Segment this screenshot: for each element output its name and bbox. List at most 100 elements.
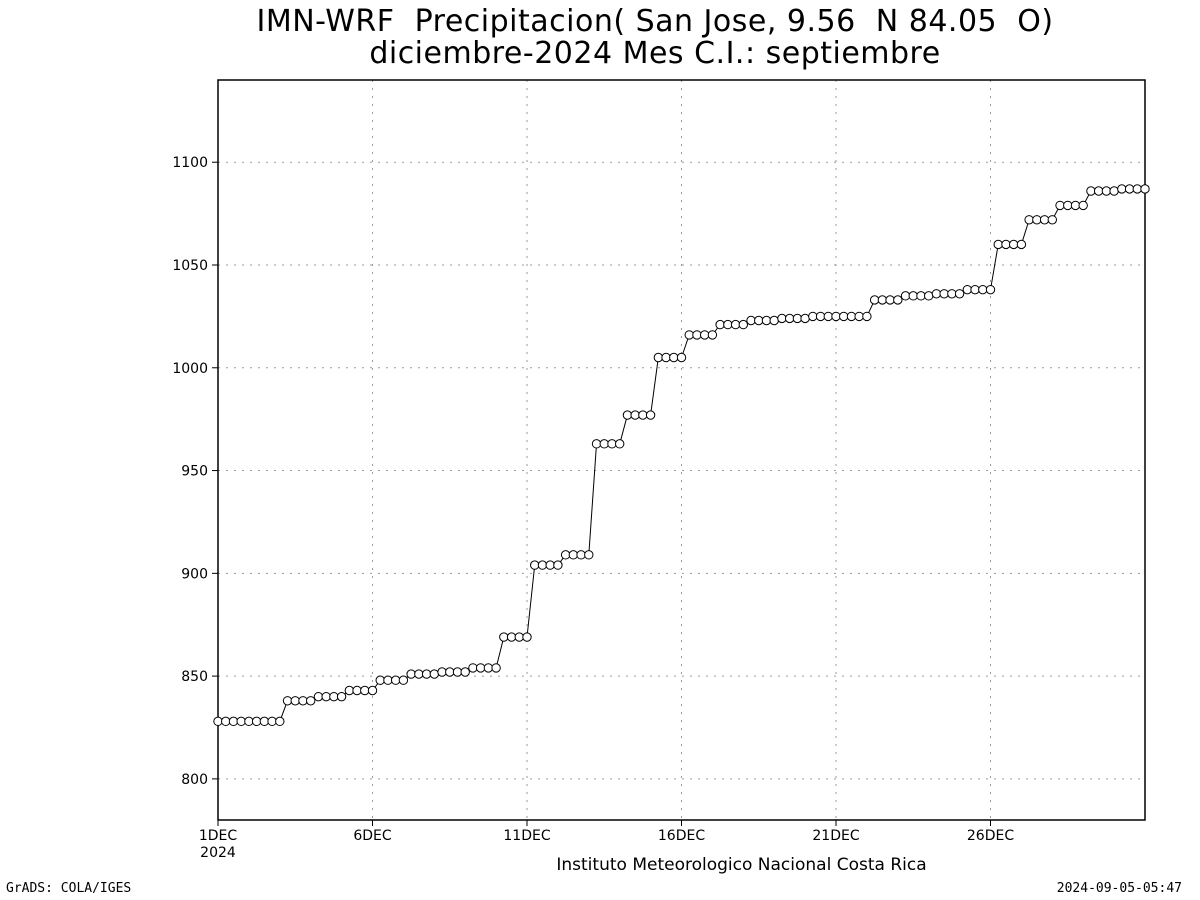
data-point (738, 319, 748, 330)
data-point (877, 295, 888, 305)
data-point (746, 315, 756, 326)
data-point (638, 410, 648, 420)
data-point (1140, 184, 1150, 194)
y-tick-label: 1100 (172, 155, 208, 171)
data-point (259, 716, 270, 727)
y-tick-label: 950 (181, 464, 208, 480)
data-point (954, 289, 965, 299)
credit-label: Instituto Meteorologico Nacional Costa R… (556, 855, 926, 875)
data-point (437, 667, 447, 677)
data-point (375, 675, 385, 685)
data-point (568, 550, 579, 560)
data-point (275, 716, 285, 727)
data-point (962, 284, 973, 295)
data-point (661, 352, 671, 363)
data-point (522, 632, 532, 642)
data-point (615, 439, 625, 449)
data-point (406, 669, 416, 679)
data-point (1063, 200, 1073, 211)
x-tick-label: 21DEC (812, 828, 859, 844)
data-point (514, 632, 524, 642)
data-point (244, 716, 254, 727)
data-point (846, 311, 857, 322)
data-point (321, 691, 331, 702)
data-point (344, 685, 355, 696)
data-point (452, 667, 463, 677)
data-point (499, 632, 509, 642)
data-point (784, 313, 795, 324)
data-point (754, 315, 764, 326)
data-point (831, 311, 841, 322)
data-point (761, 315, 772, 326)
data-point (591, 439, 602, 449)
data-point (506, 632, 517, 642)
data-point (298, 696, 308, 706)
data-point (390, 675, 401, 685)
data-point (267, 716, 277, 727)
x-tick-label: 26DEC (967, 828, 1014, 844)
data-point (769, 315, 779, 326)
x-tick-label: 6DEC (353, 828, 392, 844)
data-point (1124, 184, 1135, 194)
data-point (483, 663, 494, 673)
data-point (916, 291, 926, 301)
data-point (290, 696, 300, 706)
data-point (869, 295, 880, 305)
data-point (576, 550, 586, 560)
data-point (607, 439, 617, 449)
data-point (715, 319, 725, 330)
y-tick-label: 900 (181, 566, 208, 582)
data-point (599, 439, 609, 449)
y-tick-label: 1000 (172, 361, 208, 377)
data-point (421, 669, 432, 679)
data-point (1093, 186, 1104, 196)
data-point (815, 311, 826, 322)
data-point (367, 685, 378, 696)
footer-grads-label: GrADS: COLA/IGES (6, 881, 132, 896)
data-point (360, 685, 370, 696)
data-point (414, 669, 424, 679)
data-point (692, 330, 702, 340)
data-point (854, 311, 864, 322)
data-point (699, 330, 710, 340)
data-point (645, 410, 656, 420)
data-point (398, 675, 409, 685)
data-point (213, 716, 223, 727)
data-point (1032, 215, 1042, 225)
data-point (908, 291, 918, 301)
data-point (669, 352, 679, 363)
data-point (1055, 200, 1065, 211)
data-point (684, 330, 694, 340)
data-point (723, 319, 733, 330)
data-point (622, 410, 633, 420)
data-point (947, 289, 957, 299)
data-point (1001, 239, 1011, 250)
data-point (800, 313, 810, 324)
data-point (468, 663, 478, 673)
x-tick-label: 11DEC (503, 828, 550, 844)
data-point (823, 311, 833, 322)
data-point (491, 663, 501, 673)
data-point (282, 696, 293, 706)
data-point (630, 410, 640, 420)
data-point (251, 716, 262, 727)
chart-subtitle: diciembre-2024 Mes C.I.: septiembre (369, 36, 941, 71)
chart-title: IMN-WRF Precipitacion( San Jose, 9.56 N … (256, 4, 1054, 39)
data-point (1117, 184, 1127, 194)
data-point (653, 352, 664, 363)
data-point (560, 550, 571, 560)
data-point (1078, 200, 1088, 211)
data-point (676, 352, 687, 363)
data-point (306, 696, 316, 706)
data-point (707, 330, 718, 340)
data-point (553, 560, 563, 570)
data-point (313, 691, 324, 702)
data-point (808, 311, 818, 322)
data-point (228, 716, 239, 727)
data-point (777, 313, 787, 324)
x-tick-sublabel: 2024 (200, 845, 236, 861)
data-point (545, 560, 555, 570)
data-point (383, 675, 393, 685)
data-point (1070, 200, 1081, 211)
